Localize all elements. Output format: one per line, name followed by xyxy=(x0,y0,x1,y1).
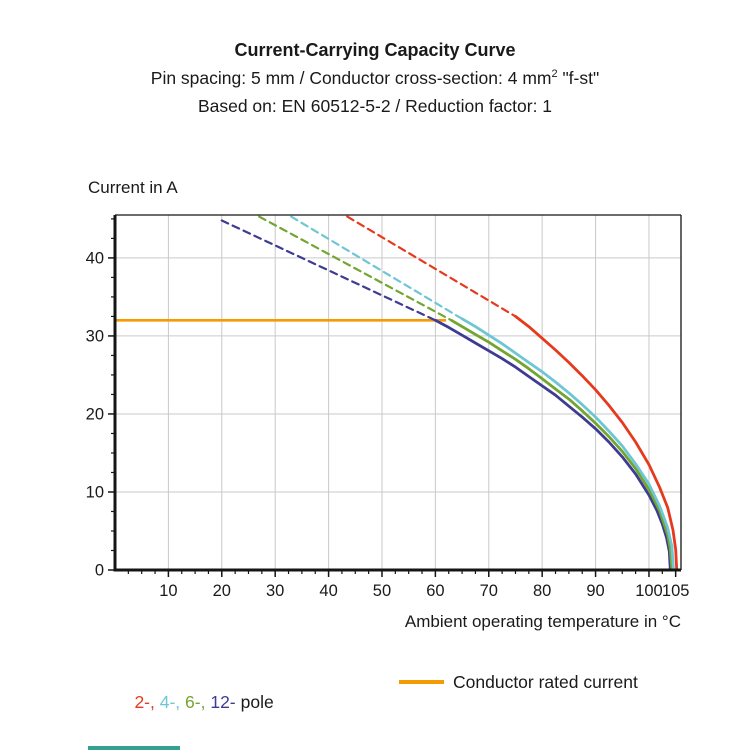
series-4-pole-solid xyxy=(460,317,675,572)
rated-current-label: Conductor rated current xyxy=(453,671,638,692)
chart-subtitle: Pin spacing: 5 mm / Conductor cross-sect… xyxy=(0,68,750,89)
x-tick-label: 40 xyxy=(319,582,337,600)
y-tick-label: 40 xyxy=(86,249,104,267)
x-tick-label: 105 xyxy=(662,582,690,600)
x-tick-label: 20 xyxy=(213,582,231,600)
legend-pole-suffix: pole xyxy=(240,692,274,712)
series-2-pole-dashed xyxy=(346,215,517,318)
chart-title: Current-Carrying Capacity Curve xyxy=(234,40,516,60)
legend-rated-current: Conductor rated current xyxy=(399,671,638,693)
series-12-pole-dashed xyxy=(220,219,437,322)
x-tick-label: 10 xyxy=(159,582,177,600)
series-12-pole-solid xyxy=(433,318,672,572)
x-tick-label: 30 xyxy=(266,582,284,600)
series-6-pole-dashed xyxy=(258,215,453,322)
series-6-pole-solid xyxy=(449,318,674,572)
cropped-footer-bar xyxy=(88,746,180,750)
y-axis-title: Current in A xyxy=(88,178,178,197)
y-tick-label: 10 xyxy=(86,483,104,501)
x-tick-label: 90 xyxy=(586,582,604,600)
x-tick-label: 60 xyxy=(426,582,444,600)
x-tick-label: 80 xyxy=(533,582,551,600)
series-2-pole-solid xyxy=(514,314,679,572)
x-tick-label: 70 xyxy=(480,582,498,600)
subtitle-main: Pin spacing: 5 mm / Conductor cross-sect… xyxy=(150,68,552,88)
legend-pole-label: 4-, xyxy=(159,692,186,712)
y-tick-label: 0 xyxy=(95,562,104,580)
legend-pole-list: 2-, 4-, 6-, 12- xyxy=(134,692,235,712)
y-tick-label: 30 xyxy=(86,327,104,345)
subtitle-rest: "f-st" xyxy=(557,68,600,88)
x-tick-label: 50 xyxy=(373,582,391,600)
rated-current-line-swatch xyxy=(399,680,444,684)
legend-pole-label: 12- xyxy=(210,692,236,712)
x-tick-label: 100 xyxy=(635,582,663,600)
legend-poles: 2-, 4-, 6-, 12- pole xyxy=(115,671,274,734)
legend-pole-label: 2-, xyxy=(134,692,160,712)
y-tick-label: 20 xyxy=(86,405,104,423)
chart-basis-line: Based on: EN 60512-5-2 / Reduction facto… xyxy=(197,96,553,116)
subtitle-superscript: 2 xyxy=(551,68,558,81)
x-axis-title: Ambient operating temperature in °C xyxy=(404,612,681,631)
legend-pole-label: 6-, xyxy=(185,692,211,712)
series-4-pole-dashed xyxy=(290,215,464,320)
